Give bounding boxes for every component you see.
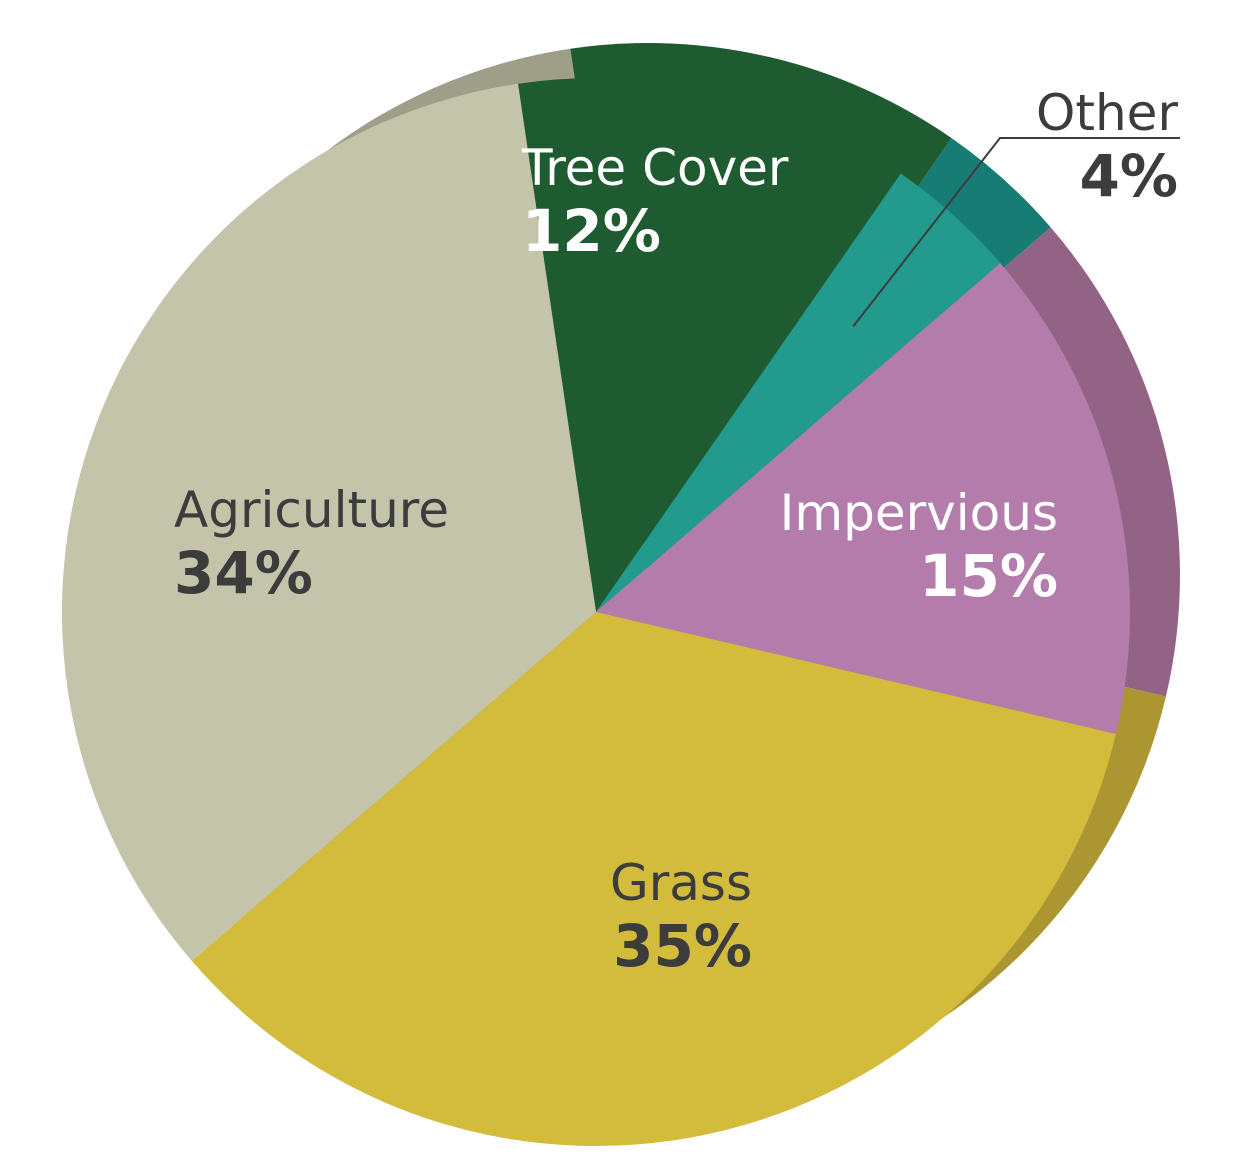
slice-label-agriculture: Agriculture (174, 481, 449, 539)
slice-value-grass: 35% (613, 912, 752, 980)
slice-other (596, 173, 1001, 612)
slice-label-tree-cover: Tree Cover (521, 139, 789, 197)
slice-value-other: 4% (1080, 142, 1178, 210)
pie-slices (61, 78, 1131, 1147)
leader-line-other (852, 137, 1180, 327)
leader-lines (852, 137, 1180, 327)
slice-value-tree-cover: 12% (522, 197, 661, 265)
slice-grass (191, 612, 1116, 1147)
slice-tree-cover (517, 78, 901, 612)
slice-value-agriculture: 34% (174, 539, 313, 607)
slice-agriculture (61, 83, 596, 961)
slice-label-impervious: Impervious (780, 484, 1058, 542)
slice-label-other: Other (1036, 84, 1178, 142)
slice-impervious (596, 263, 1131, 734)
slice-label-grass: Grass (610, 854, 752, 912)
slice-value-impervious: 15% (919, 542, 1058, 610)
